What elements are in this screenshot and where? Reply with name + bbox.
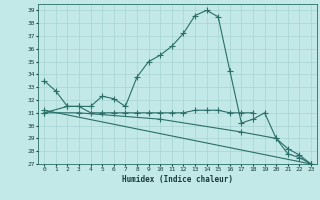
X-axis label: Humidex (Indice chaleur): Humidex (Indice chaleur) xyxy=(122,175,233,184)
